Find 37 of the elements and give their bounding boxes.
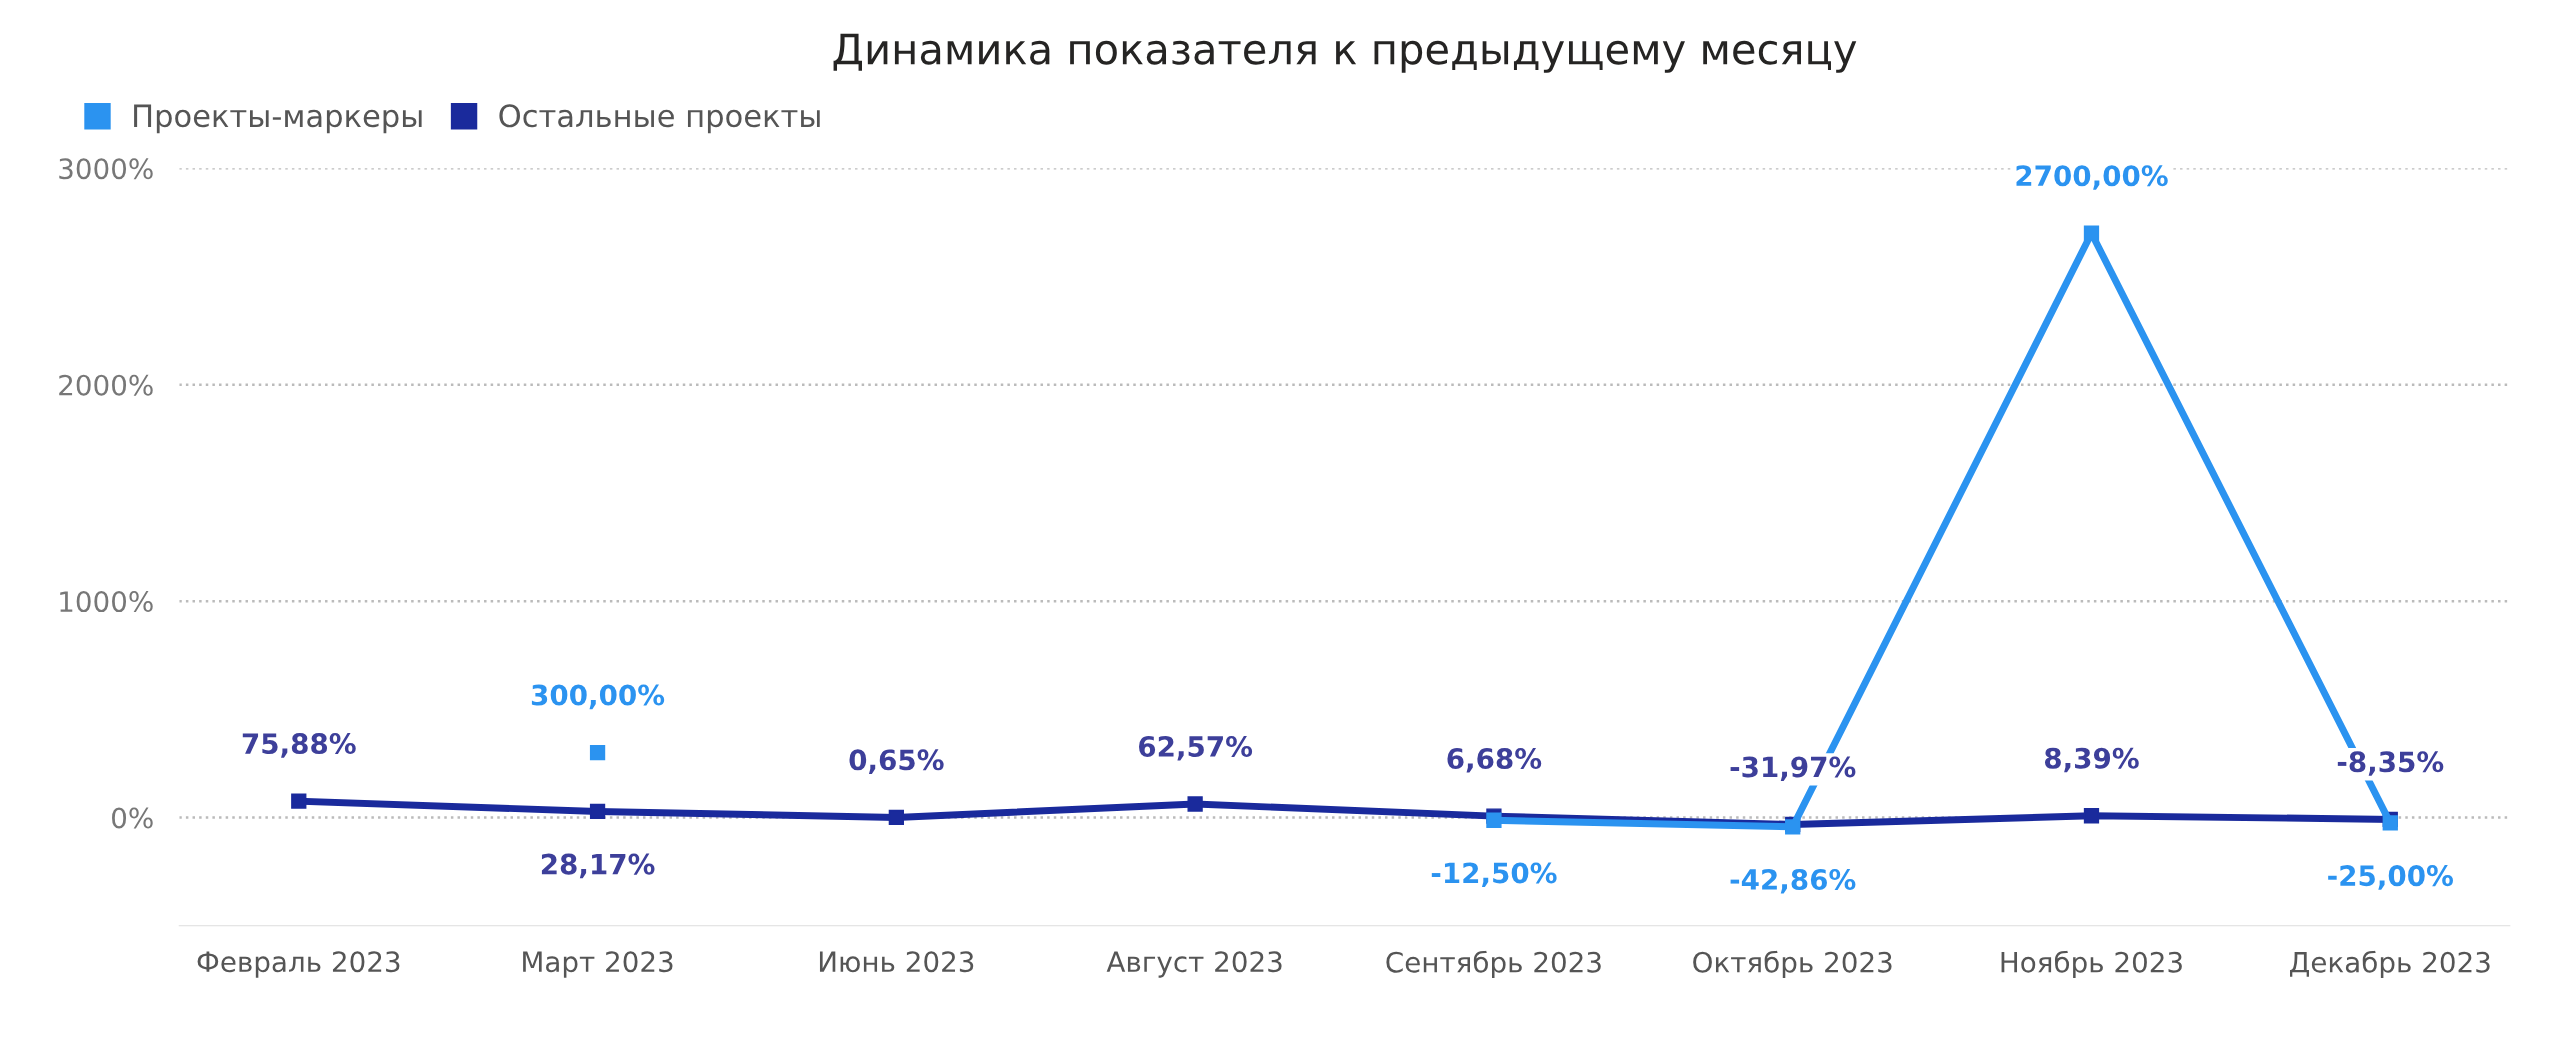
data-label: 2700,00% — [2016, 165, 2168, 190]
chart-title: Динамика показателя к предыдущему месяцу — [833, 33, 1857, 73]
point — [589, 744, 606, 761]
point — [291, 793, 307, 809]
y-tick-label: 0% — [112, 807, 153, 829]
data-label: -8,35% — [2337, 751, 2444, 776]
x-tick-label: Август 2023 — [1106, 951, 1282, 978]
data-label: -25,00% — [2328, 865, 2453, 890]
data-label: 75,88% — [242, 733, 356, 758]
legend-label: Остальные проекты — [499, 104, 820, 134]
data-label: -12,50% — [1431, 862, 1557, 887]
x-tick-label: Июнь 2023 — [819, 951, 974, 973]
data-label: 28,17% — [541, 853, 655, 879]
data-label: 300,00% — [531, 684, 665, 710]
data-label: 8,39% — [2045, 747, 2139, 773]
data-label: -42,86% — [1730, 868, 1856, 894]
point — [2083, 225, 2100, 241]
x-tick-label: Октябрь 2023 — [1693, 950, 1892, 979]
y-tick-label: 2000% — [59, 374, 153, 396]
x-tick-label: Ноябрь 2023 — [2001, 950, 2182, 979]
y-tick-label: 1000% — [60, 591, 153, 613]
x-tick-label: Февраль 2023 — [197, 951, 400, 978]
point — [1187, 796, 1203, 812]
x-tick-label: Сентябрь 2023 — [1386, 950, 1601, 979]
point — [1486, 812, 1502, 828]
y-tick-label: 3000% — [59, 158, 153, 180]
point — [2382, 815, 2398, 831]
legend-label: Проекты-маркеры — [134, 104, 422, 134]
x-tick-label: Март 2023 — [523, 951, 673, 978]
data-label: -31,97% — [1730, 756, 1856, 781]
point — [589, 803, 606, 820]
point — [888, 809, 904, 826]
point — [2083, 808, 2100, 824]
data-label: 6,68% — [1447, 748, 1542, 773]
x-tick-label: Декабрь 2023 — [2290, 950, 2490, 979]
data-label: 0,65% — [849, 749, 944, 774]
data-label: 62,57% — [1139, 735, 1253, 761]
